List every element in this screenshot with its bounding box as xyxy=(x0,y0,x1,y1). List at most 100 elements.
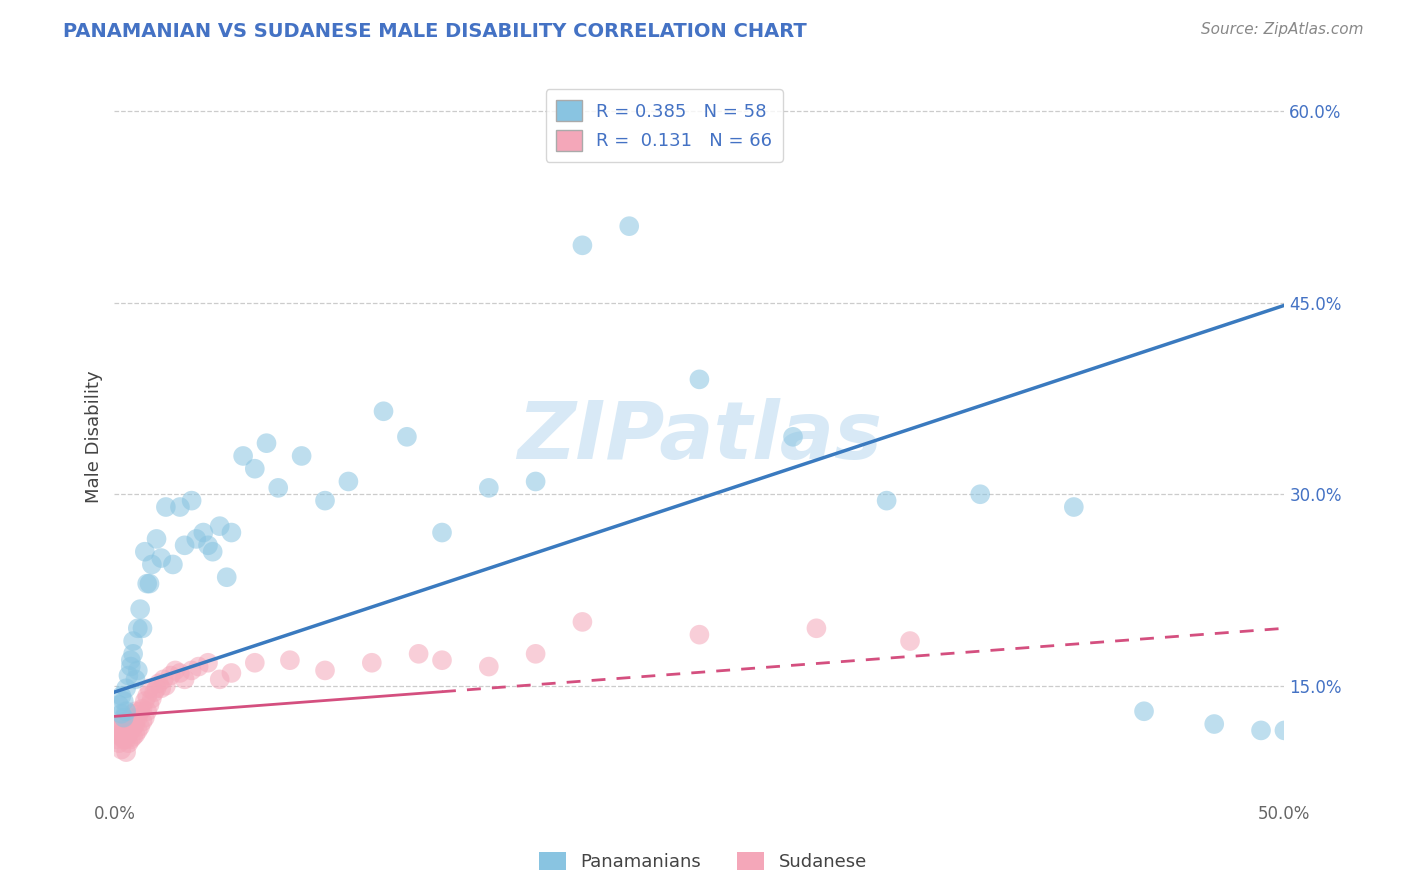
Point xyxy=(173,538,195,552)
Point xyxy=(136,576,159,591)
Point xyxy=(373,404,395,418)
Text: ZIPatlas: ZIPatlas xyxy=(517,398,882,475)
Point xyxy=(108,698,131,712)
Point xyxy=(122,634,145,648)
Point xyxy=(688,372,710,386)
Point xyxy=(173,673,195,687)
Point xyxy=(187,659,209,673)
Point xyxy=(127,711,149,725)
Point xyxy=(278,653,301,667)
Point xyxy=(571,615,593,629)
Point xyxy=(806,621,828,635)
Point xyxy=(122,730,145,744)
Point xyxy=(197,656,219,670)
Point xyxy=(127,664,149,678)
Point xyxy=(221,665,243,680)
Point xyxy=(571,238,593,252)
Point xyxy=(131,621,153,635)
Point xyxy=(1274,723,1296,738)
Point xyxy=(898,634,921,648)
Point xyxy=(291,449,314,463)
Point xyxy=(152,673,174,687)
Point xyxy=(688,628,710,642)
Point xyxy=(120,653,142,667)
Point xyxy=(430,653,453,667)
Point xyxy=(155,679,177,693)
Point xyxy=(124,717,146,731)
Point xyxy=(105,723,128,738)
Point xyxy=(115,681,138,696)
Point xyxy=(112,694,135,708)
Point xyxy=(110,720,132,734)
Point xyxy=(112,732,135,747)
Point xyxy=(105,732,128,747)
Point xyxy=(150,551,173,566)
Point xyxy=(108,717,131,731)
Point xyxy=(619,219,641,234)
Point xyxy=(122,706,145,721)
Point xyxy=(134,711,156,725)
Point xyxy=(314,493,336,508)
Point xyxy=(124,704,146,718)
Point xyxy=(141,691,163,706)
Point xyxy=(122,647,145,661)
Point xyxy=(112,711,135,725)
Point xyxy=(1063,500,1085,514)
Point xyxy=(129,704,152,718)
Point xyxy=(138,698,160,712)
Point xyxy=(197,538,219,552)
Point xyxy=(131,702,153,716)
Point xyxy=(478,659,501,673)
Point xyxy=(969,487,991,501)
Point xyxy=(221,525,243,540)
Point xyxy=(337,475,360,489)
Point xyxy=(193,525,215,540)
Point xyxy=(112,723,135,738)
Point xyxy=(145,681,167,696)
Point xyxy=(208,519,231,533)
Point xyxy=(782,430,804,444)
Point xyxy=(124,673,146,687)
Point xyxy=(169,665,191,680)
Point xyxy=(180,493,202,508)
Point xyxy=(134,544,156,558)
Point xyxy=(395,430,418,444)
Point xyxy=(129,602,152,616)
Point xyxy=(243,656,266,670)
Point xyxy=(267,481,290,495)
Point xyxy=(360,656,382,670)
Point xyxy=(208,673,231,687)
Point xyxy=(112,714,135,729)
Point xyxy=(117,668,139,682)
Point xyxy=(127,723,149,738)
Point xyxy=(162,558,184,572)
Text: PANAMANIAN VS SUDANESE MALE DISABILITY CORRELATION CHART: PANAMANIAN VS SUDANESE MALE DISABILITY C… xyxy=(63,22,807,41)
Point xyxy=(1133,704,1156,718)
Point xyxy=(256,436,278,450)
Point xyxy=(136,704,159,718)
Point xyxy=(524,647,547,661)
Point xyxy=(117,736,139,750)
Point xyxy=(430,525,453,540)
Point xyxy=(243,461,266,475)
Point xyxy=(138,576,160,591)
Y-axis label: Male Disability: Male Disability xyxy=(86,370,103,503)
Point xyxy=(117,717,139,731)
Legend: Panamanians, Sudanese: Panamanians, Sudanese xyxy=(531,845,875,879)
Point xyxy=(120,723,142,738)
Point xyxy=(115,723,138,738)
Point xyxy=(145,532,167,546)
Point xyxy=(115,732,138,747)
Point xyxy=(143,685,166,699)
Point xyxy=(1204,717,1226,731)
Point xyxy=(165,664,187,678)
Point xyxy=(110,742,132,756)
Point xyxy=(115,704,138,718)
Point xyxy=(120,732,142,747)
Point xyxy=(120,659,142,673)
Text: Source: ZipAtlas.com: Source: ZipAtlas.com xyxy=(1201,22,1364,37)
Point xyxy=(124,727,146,741)
Point xyxy=(108,736,131,750)
Point xyxy=(134,694,156,708)
Point xyxy=(232,449,254,463)
